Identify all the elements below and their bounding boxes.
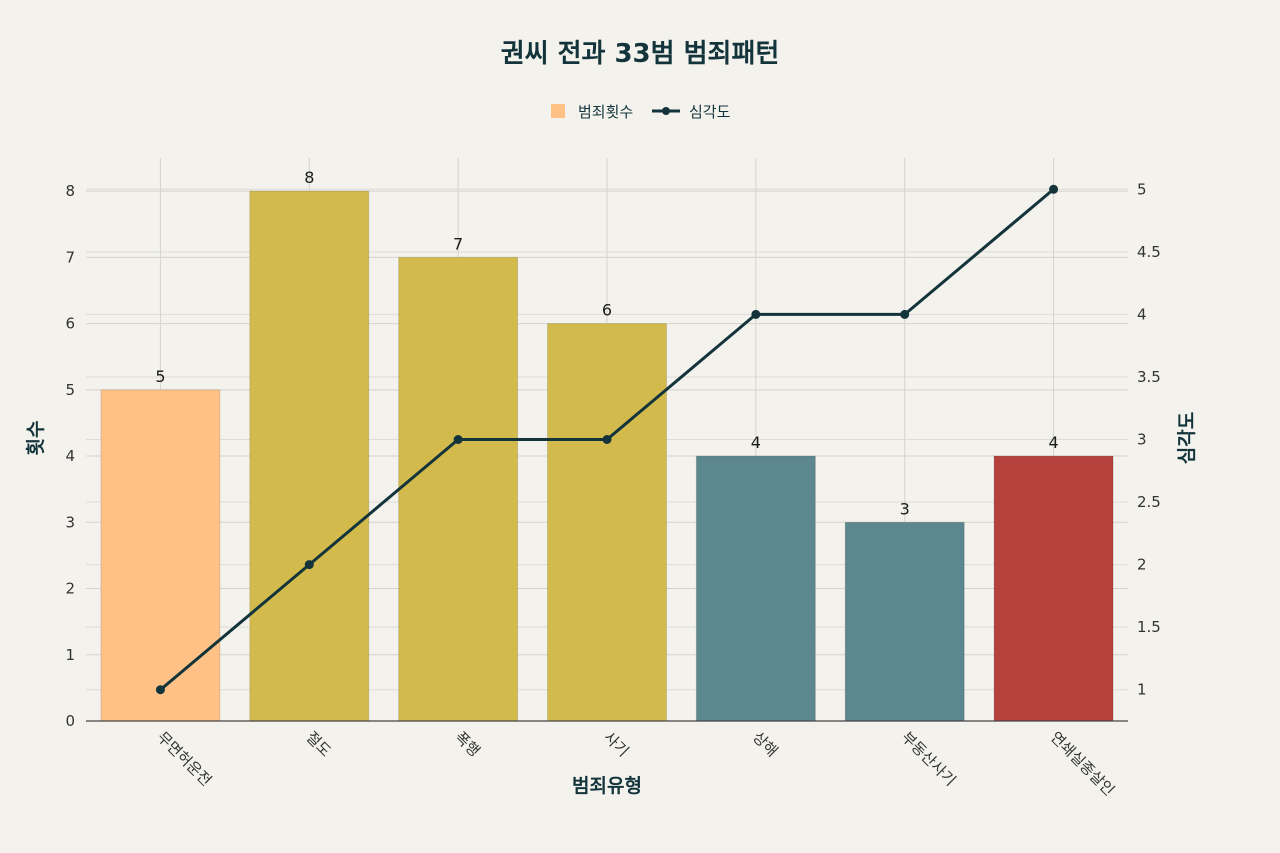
bar-상해 [695,455,816,722]
x-tick-label: 상해 [749,728,781,760]
bar-사기 [547,323,667,722]
y2-tick-label: 5 [1137,180,1147,198]
severity-point [751,309,761,319]
bar-value-label: 6 [602,301,612,320]
y2-tick-label: 4 [1137,305,1147,323]
y-tick-label: 3 [65,513,75,531]
y2-tick-label: 1.5 [1137,618,1161,636]
x-tick-label: 무면허운전 [154,728,216,790]
bar-무면허운전 [100,389,221,722]
y-tick-label: 5 [65,381,75,399]
bar-value-label: 4 [751,433,761,452]
y2-tick-label: 4.5 [1137,243,1161,261]
y-tick-label: 8 [65,182,75,200]
y-axis-title: 횟수 [25,421,47,456]
legend-swatch-line-marker [662,107,670,115]
bar-value-label: 3 [900,499,910,518]
chart-title: 권씨 전과 33범 범죄패턴 [501,39,780,69]
x-tick-label: 사기 [600,728,632,760]
severity-point [602,435,612,444]
y2-axis-title: 심각도 [1176,412,1198,464]
bar-value-label: 7 [453,234,463,253]
y-tick-label: 4 [65,447,75,465]
y-tick-label: 7 [65,248,75,266]
bar-폭행 [398,256,519,722]
y-tick-label: 2 [65,580,75,598]
x-tick-label: 부동산사기 [898,728,960,790]
x-tick-label: 폭행 [451,728,483,760]
legend-swatch-bar [551,104,565,118]
y2-tick-label: 2.5 [1137,493,1161,511]
x-tick-label: 연쇄실종살인 [1047,728,1118,799]
bar-연쇄실종살인 [993,455,1114,722]
y-tick-label: 0 [65,712,75,730]
severity-point [1049,184,1059,194]
bar-value-label: 8 [304,168,314,187]
bars [100,190,1114,722]
bar-value-label: 5 [155,367,165,386]
y2-tick-label: 3.5 [1137,368,1161,386]
severity-point [900,309,910,319]
y2-tick-label: 2 [1137,556,1147,574]
x-tick-label: 절도 [302,728,334,760]
y2-tick-label: 1 [1137,681,1147,699]
severity-point [453,435,463,444]
bar-절도 [249,190,370,722]
y-tick-label: 6 [65,315,75,333]
data-labels: 5 8 7 6 4 3 4 [155,168,1058,518]
severity-line [155,184,1059,695]
severity-point [304,560,314,570]
bar-value-label: 4 [1048,433,1058,452]
y-tick-label: 1 [65,646,75,664]
legend-label-line: 심각도 [689,103,731,121]
legend: 범죄횟수 심각도 [551,103,731,121]
x-axis-title: 범죄유형 [572,775,642,797]
legend-label-bar: 범죄횟수 [578,103,633,121]
y2-tick-label: 3 [1137,431,1147,449]
bar-부동산사기 [844,521,965,722]
severity-point [155,685,165,695]
